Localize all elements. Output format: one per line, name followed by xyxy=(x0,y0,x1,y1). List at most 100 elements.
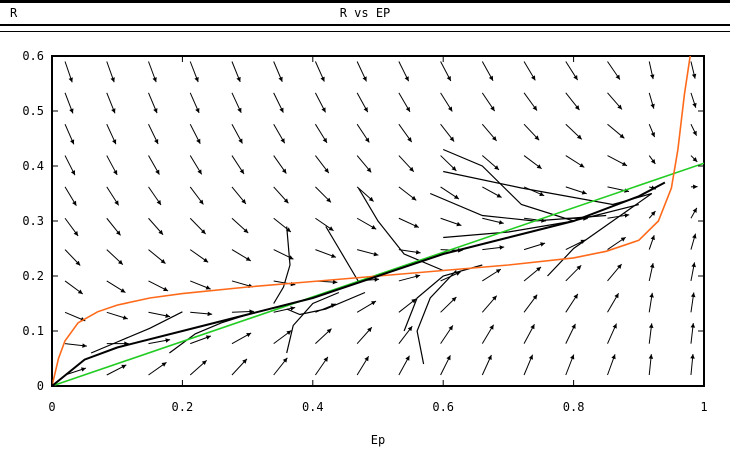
field-arrow-head xyxy=(528,354,533,360)
field-arrow-head xyxy=(611,354,616,360)
field-arrow-head xyxy=(153,108,158,114)
field-arrow-head xyxy=(691,73,697,79)
field-arrow-head xyxy=(323,356,328,362)
field-arrow-head xyxy=(286,330,292,336)
field-arrow-head xyxy=(368,196,374,202)
field-arrow-head xyxy=(195,107,200,113)
axis-ticks: 0 0.2 0.4 0.6 0.8 1 0 0.1 0.2 0.3 0.4 0.5 0.6 xyxy=(22,49,707,414)
field-arrow-head xyxy=(326,328,332,334)
field-arrow-head xyxy=(331,253,337,258)
field-arrow-head xyxy=(328,226,334,231)
field-arrow-head xyxy=(451,296,457,302)
field-arrow-head xyxy=(648,323,654,329)
x-tick-label: 0.6 xyxy=(432,400,454,414)
field-arrow-head xyxy=(404,76,409,82)
field-arrow-head xyxy=(326,197,331,203)
field-arrow-head xyxy=(571,323,576,329)
field-arrow-head xyxy=(280,138,285,144)
field-arrow-head xyxy=(447,106,453,112)
field-arrow-head xyxy=(650,235,655,241)
field-arrow-head xyxy=(115,230,121,236)
field-arrow-head xyxy=(281,168,287,174)
field-arrow-head xyxy=(374,277,380,282)
field-arrow-head xyxy=(615,74,620,80)
title-bar-top-rule xyxy=(0,0,730,3)
field-arrow-head xyxy=(69,108,74,114)
field-arrow-head xyxy=(155,169,160,175)
trajectory xyxy=(286,291,340,354)
field-arrow-head xyxy=(496,193,502,198)
field-arrow-head xyxy=(203,257,209,263)
field-arrow-head xyxy=(498,220,504,225)
field-arrow-head xyxy=(367,327,372,333)
series-black-curve xyxy=(52,181,666,386)
field-arrow-head xyxy=(373,251,379,257)
trajectory xyxy=(547,193,653,277)
field-arrow-head xyxy=(413,223,419,228)
x-tick-label: 0 xyxy=(48,400,55,414)
field-arrow-head xyxy=(532,105,538,111)
field-arrow-head xyxy=(690,354,695,359)
field-arrow-head xyxy=(407,326,413,332)
field-arrow-head xyxy=(692,207,697,213)
field-arrow-head xyxy=(650,159,656,164)
y-tick-label: 0.5 xyxy=(22,104,44,118)
field-arrow-head xyxy=(320,76,325,82)
field-arrow-head xyxy=(614,293,619,299)
field-arrow-head xyxy=(449,136,455,142)
field-arrow-head xyxy=(491,136,497,141)
field-arrow-head xyxy=(163,286,169,291)
field-arrow-head xyxy=(456,221,462,227)
field-arrow-head xyxy=(650,211,656,216)
field-arrow-head xyxy=(158,229,164,235)
field-arrow-head xyxy=(451,166,457,171)
field-arrow-head xyxy=(362,76,367,82)
field-arrow-head xyxy=(114,200,119,206)
field-arrow-head xyxy=(488,75,494,81)
title-bar-bottom-rule xyxy=(0,24,730,26)
x-tick-label: 0.8 xyxy=(563,400,585,414)
field-arrow-head xyxy=(239,168,244,174)
field-arrow-head xyxy=(290,306,296,311)
field-arrow-head xyxy=(205,285,211,290)
field-arrow-head xyxy=(573,75,578,81)
field-arrow-head xyxy=(617,264,622,269)
field-arrow-head xyxy=(77,289,83,294)
field-arrow-head xyxy=(692,130,697,136)
field-arrow-head xyxy=(201,360,207,366)
field-arrow-head xyxy=(650,103,655,109)
field-arrow-head xyxy=(279,107,284,113)
field-arrow-head xyxy=(68,77,73,83)
field-arrow-head xyxy=(576,134,582,140)
trajectory xyxy=(443,203,639,239)
field-arrow-head xyxy=(573,293,578,299)
x-tick-label: 0.4 xyxy=(302,400,324,414)
field-arrow-head xyxy=(532,294,538,300)
field-arrow-head xyxy=(574,105,580,111)
field-arrow-head xyxy=(324,168,329,174)
field-arrow-head xyxy=(196,138,201,144)
field-arrow-head xyxy=(405,106,410,112)
field-arrow-head xyxy=(487,354,492,360)
field-arrow-head xyxy=(194,77,199,83)
field-arrow-head xyxy=(409,166,414,172)
field-arrow-head xyxy=(238,138,243,144)
field-arrow-head xyxy=(540,242,546,247)
field-arrow-head xyxy=(122,315,128,320)
field-arrow-head xyxy=(407,137,412,143)
field-arrow-head xyxy=(495,269,501,274)
field-arrow-head xyxy=(499,245,505,250)
field-arrow-head xyxy=(363,107,368,113)
field-arrow-head xyxy=(278,76,283,82)
field-arrow-head xyxy=(237,107,242,113)
field-arrow-head xyxy=(489,324,494,330)
field-arrow-head xyxy=(70,170,75,176)
x-tick-label: 0.2 xyxy=(172,400,194,414)
field-arrow-head xyxy=(690,323,696,328)
field-arrow-head xyxy=(692,184,698,190)
field-arrow-head xyxy=(453,194,459,200)
field-arrow-head xyxy=(82,343,87,348)
field-arrow-head xyxy=(371,225,377,230)
field-arrow-head xyxy=(205,335,211,340)
field-arrow-head xyxy=(321,107,326,113)
